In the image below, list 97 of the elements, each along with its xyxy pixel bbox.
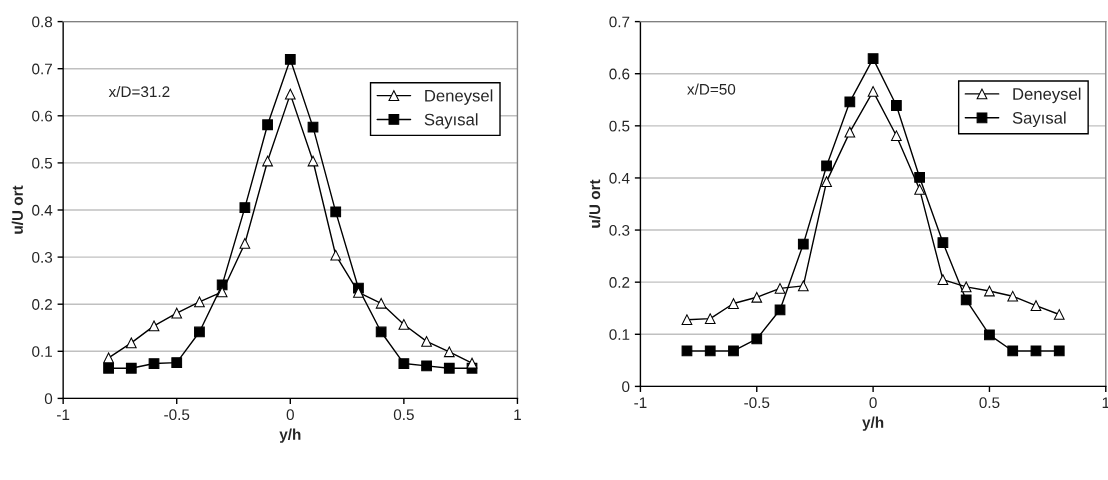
point: [937, 237, 949, 248]
point: [148, 320, 160, 332]
point: [307, 155, 319, 167]
annotation: x/D=31.2: [108, 85, 170, 98]
x-tick-label: 0.5: [393, 409, 414, 421]
y-tick-label: 0.1: [32, 346, 52, 357]
point: [443, 362, 455, 374]
point: [398, 319, 410, 330]
y-tick-label: 0: [622, 381, 630, 393]
legend-label: Deneysel: [1013, 87, 1081, 104]
point: [239, 238, 251, 249]
point: [1053, 309, 1065, 320]
point: [375, 297, 387, 309]
annotation: x/D=50: [687, 83, 736, 95]
y-tick-label: 0.2: [32, 299, 52, 310]
point: [443, 346, 455, 358]
point: [330, 206, 342, 218]
x-tick-label: 1: [514, 409, 521, 420]
point: [125, 337, 137, 349]
point: [751, 333, 763, 345]
point: [867, 86, 879, 97]
x-axis-title: y/h: [862, 416, 884, 431]
point: [984, 285, 995, 297]
x-tick-label: -0.5: [164, 409, 190, 421]
point: [125, 362, 137, 374]
point: [844, 126, 856, 138]
point: [728, 298, 739, 309]
point: [797, 280, 809, 292]
point: [103, 352, 114, 364]
point: [1030, 300, 1042, 311]
y-tick-label: 0.3: [32, 251, 53, 263]
point: [960, 294, 972, 306]
legend-label: Deneysel: [425, 89, 493, 105]
point: [398, 358, 410, 369]
point: [239, 202, 251, 214]
point: [914, 172, 926, 183]
point: [914, 184, 926, 195]
x-tick-label: 0: [869, 397, 877, 409]
point: [704, 345, 716, 357]
point: [937, 274, 949, 285]
y-tick-label: 0.6: [32, 110, 53, 122]
point: [774, 283, 786, 294]
x-tick-label: -0.5: [744, 397, 770, 409]
x-tick-label: 0.5: [979, 397, 1000, 409]
point: [148, 358, 160, 369]
point: [890, 130, 902, 142]
y-tick-label: 0.5: [609, 120, 630, 132]
point: [867, 53, 879, 64]
point: [353, 287, 364, 298]
point: [171, 307, 183, 319]
point: [103, 362, 114, 374]
point: [1053, 345, 1065, 357]
point: [330, 249, 342, 261]
point: [984, 329, 995, 341]
point: [1007, 345, 1019, 357]
point: [194, 326, 205, 338]
y-tick-label: 0.6: [609, 68, 630, 80]
y-tick-label: 0.7: [609, 16, 630, 28]
point: [728, 345, 739, 357]
point: [774, 304, 786, 316]
point: [194, 296, 205, 308]
point: [890, 100, 902, 111]
point: [421, 336, 432, 347]
point: [960, 281, 972, 293]
y-tick-label: 0.2: [609, 277, 630, 288]
y-tick-label: 0.5: [32, 157, 53, 169]
x-tick-label: -1: [57, 409, 70, 420]
point: [704, 313, 716, 325]
legend-label: Sayısal: [424, 113, 478, 129]
x-tick-label: -1: [634, 397, 647, 408]
y-tick-label: 0.7: [32, 63, 52, 75]
point: [375, 326, 387, 338]
y-axis-title: u/U ort: [588, 179, 601, 228]
y-tick-label: 0.3: [609, 224, 630, 236]
point: [284, 88, 296, 100]
x-axis-title: y/h: [279, 428, 301, 443]
point: [216, 286, 228, 298]
point: [797, 238, 809, 250]
point: [751, 291, 763, 303]
point: [262, 155, 273, 167]
point: [821, 160, 832, 172]
point: [171, 357, 183, 368]
y-tick-label: 0.1: [609, 329, 630, 340]
point: [1007, 290, 1019, 302]
point: [421, 360, 432, 372]
point: [844, 96, 856, 108]
y-tick-label: 0.4: [32, 204, 53, 216]
legend-label: Sayısal: [1012, 111, 1066, 128]
point: [821, 176, 832, 187]
y-tick-label: 0.8: [32, 16, 53, 28]
point: [284, 53, 296, 65]
y-tick-label: 0.4: [609, 172, 630, 184]
x-tick-label: 0: [286, 409, 294, 421]
point: [262, 119, 273, 131]
point: [466, 357, 478, 369]
y-axis-title: u/U ort: [11, 185, 24, 234]
point: [681, 314, 693, 326]
